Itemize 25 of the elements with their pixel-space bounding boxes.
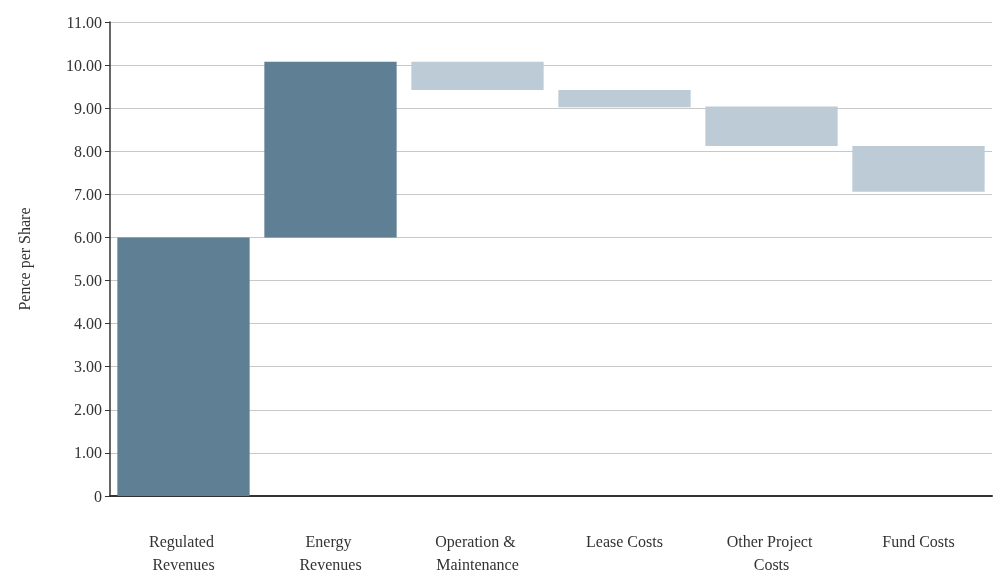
bar bbox=[117, 237, 250, 496]
y-tick-label: 0 bbox=[94, 487, 102, 505]
y-tick-label: 9.00 bbox=[74, 99, 102, 117]
x-tick-label: Fund Costs bbox=[882, 533, 955, 550]
y-axis-title: Pence per Share bbox=[15, 207, 34, 311]
y-tick-label: 11.00 bbox=[66, 13, 102, 31]
bar bbox=[558, 90, 691, 108]
y-tick-label: 2.00 bbox=[74, 401, 102, 419]
bar bbox=[705, 106, 838, 147]
bar bbox=[264, 61, 397, 238]
y-tick-label: 8.00 bbox=[74, 142, 102, 160]
y-tick-label: 5.00 bbox=[74, 272, 102, 290]
y-tick-label: 6.00 bbox=[74, 228, 102, 246]
y-tick-label: 7.00 bbox=[74, 185, 102, 203]
bar bbox=[852, 146, 985, 192]
x-tick-label: Energy Revenues bbox=[299, 533, 362, 573]
bar bbox=[411, 61, 544, 91]
x-tick-label: Lease Costs bbox=[586, 533, 663, 550]
y-tick-label: 1.00 bbox=[74, 444, 102, 462]
x-tick-label: Other Project Costs bbox=[726, 533, 817, 573]
x-tick-label: Regulated Revenues bbox=[149, 533, 218, 573]
y-tick-label: 10.00 bbox=[66, 56, 102, 74]
y-tick-label: 3.00 bbox=[74, 358, 102, 376]
x-tick-label: Operation & Maintenance bbox=[435, 533, 520, 573]
y-tick-label: 4.00 bbox=[74, 315, 102, 333]
